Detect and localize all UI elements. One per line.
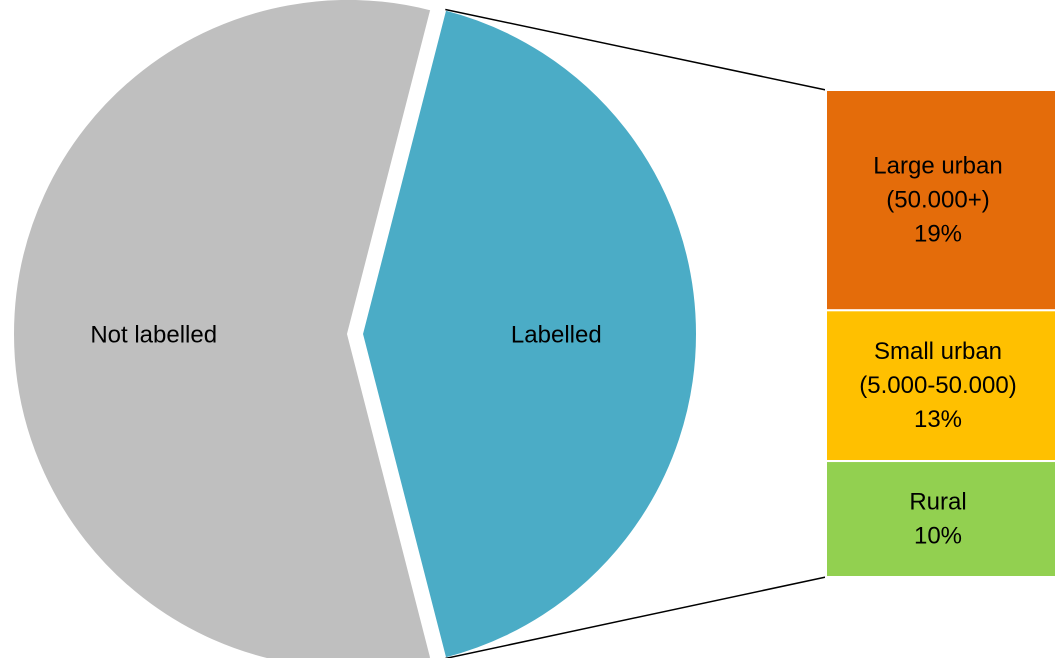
connector-line-top bbox=[445, 8, 827, 91]
bar-label-small-urban: Small urban (5.000-50.000) 13% bbox=[859, 338, 1016, 433]
connector-lines bbox=[445, 8, 827, 658]
breakdown-bar bbox=[825, 89, 1055, 578]
pie-label-labelled: Labelled bbox=[511, 321, 602, 348]
connector-line-bottom bbox=[445, 576, 827, 658]
pie-slice-labelled bbox=[360, 8, 698, 658]
bar-segment-small-urban bbox=[825, 309, 1055, 463]
bar-label-rural: Rural 10% bbox=[909, 489, 966, 550]
labels: Labelled Not labelled Large urban (50.000+)… bbox=[90, 153, 1016, 550]
pie-slice-not-labelled bbox=[12, 0, 433, 658]
bar-label-large-urban: Large urban (50.000+) 19% bbox=[873, 153, 1002, 248]
bar-segment-rural bbox=[825, 460, 1055, 578]
pie-label-not-labelled: Not labelled bbox=[90, 321, 217, 348]
pie bbox=[12, 0, 698, 658]
